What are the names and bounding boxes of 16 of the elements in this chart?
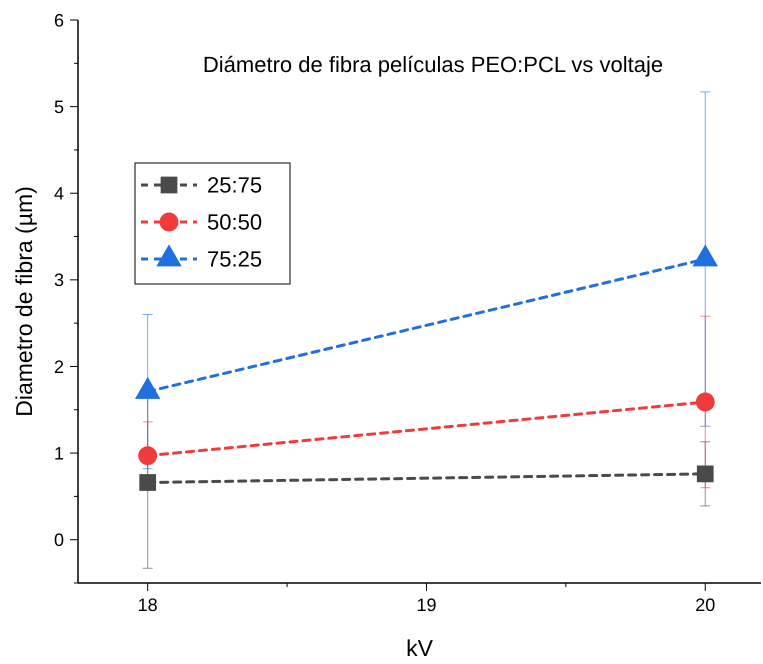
legend-label: 25:75 — [207, 172, 262, 198]
text: Diámetro de fibra películas PEO:PCL vs voltaje — [202, 52, 664, 77]
y-tick-label: 0 — [54, 530, 64, 550]
x-axis-title: kV — [406, 635, 434, 661]
x-tick-label: 19 — [416, 595, 436, 615]
y-axis-title: Diametro de fibra (µm) — [11, 186, 37, 417]
legend-label: 75:25 — [207, 246, 262, 272]
y-tick-label: 1 — [54, 443, 64, 464]
y-tick-label: 3 — [54, 270, 64, 290]
y-tick-label: 6 — [54, 10, 64, 30]
legend-label: 50:50 — [207, 210, 262, 235]
y-tick-label: 2 — [54, 356, 64, 377]
y-tick-label: 5 — [54, 96, 64, 117]
y-tick-label: 4 — [54, 184, 64, 204]
x-tick-label: 18 — [138, 595, 158, 615]
x-tick-label: 20 — [695, 595, 716, 615]
